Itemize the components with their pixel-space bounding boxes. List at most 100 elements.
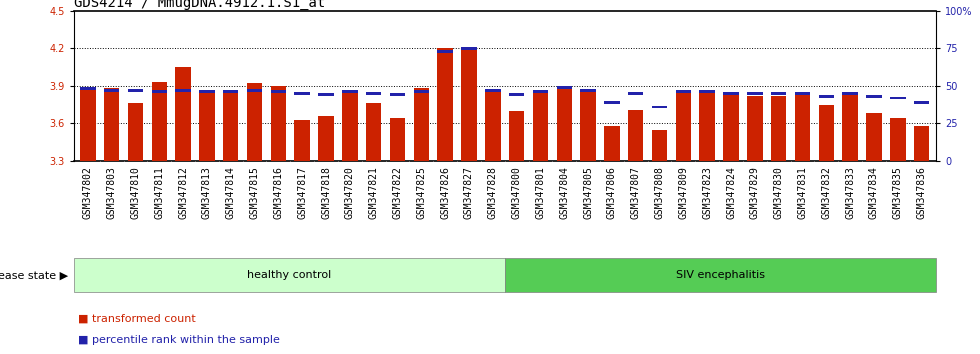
Bar [294, 120, 310, 161]
Text: GSM347824: GSM347824 [726, 166, 736, 219]
Bar [270, 86, 286, 161]
Bar [628, 110, 644, 161]
Bar [723, 92, 739, 95]
Text: GSM347804: GSM347804 [560, 166, 569, 219]
Bar [652, 130, 667, 161]
Bar [557, 86, 572, 89]
Bar [294, 92, 310, 95]
Bar [462, 47, 476, 50]
Bar [342, 92, 358, 161]
Bar [914, 126, 929, 161]
Bar [414, 88, 429, 161]
Bar [199, 91, 215, 93]
Text: GSM347831: GSM347831 [798, 166, 808, 219]
Bar [580, 90, 596, 161]
Bar [890, 97, 906, 99]
Text: GSM347826: GSM347826 [440, 166, 450, 219]
Text: SIV encephalitis: SIV encephalitis [676, 270, 764, 280]
Text: ■ transformed count: ■ transformed count [78, 314, 196, 324]
Text: GSM347803: GSM347803 [107, 166, 117, 219]
Text: GSM347808: GSM347808 [655, 166, 664, 219]
Text: GSM347818: GSM347818 [321, 166, 331, 219]
Bar [866, 113, 882, 161]
Bar [652, 105, 667, 108]
Bar [628, 92, 644, 95]
Bar [890, 119, 906, 161]
Bar [795, 95, 810, 161]
Bar [604, 101, 619, 104]
Bar [152, 91, 167, 93]
Text: GSM347802: GSM347802 [82, 166, 93, 219]
Bar [843, 92, 858, 95]
Bar [390, 93, 406, 96]
Text: GSM347814: GSM347814 [225, 166, 236, 219]
Bar [175, 67, 191, 161]
Bar [223, 91, 238, 93]
Text: GSM347821: GSM347821 [368, 166, 378, 219]
Bar [247, 83, 263, 161]
Bar [795, 92, 810, 95]
Bar [747, 96, 762, 161]
Text: GSM347809: GSM347809 [678, 166, 688, 219]
Text: GSM347827: GSM347827 [464, 166, 474, 219]
Text: GSM347806: GSM347806 [607, 166, 616, 219]
Bar [509, 111, 524, 161]
Bar [485, 92, 501, 161]
Text: GSM347812: GSM347812 [178, 166, 188, 219]
Text: GSM347823: GSM347823 [703, 166, 712, 219]
Bar [818, 105, 834, 161]
Bar [318, 116, 334, 161]
Bar [723, 95, 739, 161]
Bar [557, 86, 572, 161]
Text: GSM347817: GSM347817 [297, 166, 307, 219]
Bar [342, 91, 358, 93]
Text: healthy control: healthy control [247, 270, 331, 280]
Text: GSM347834: GSM347834 [869, 166, 879, 219]
Bar [747, 92, 762, 95]
Bar [771, 96, 786, 161]
Text: GSM347833: GSM347833 [845, 166, 856, 219]
Bar [866, 95, 882, 98]
Bar [505, 258, 936, 292]
Bar [366, 92, 381, 95]
Bar [604, 126, 619, 161]
Text: GSM347805: GSM347805 [583, 166, 593, 219]
Text: GSM347829: GSM347829 [750, 166, 760, 219]
Text: GSM347830: GSM347830 [773, 166, 784, 219]
Bar [104, 89, 120, 92]
Bar [580, 89, 596, 92]
Text: GSM347835: GSM347835 [893, 166, 903, 219]
Bar [104, 88, 120, 161]
Bar [485, 89, 501, 92]
Bar [818, 95, 834, 98]
Bar [771, 92, 786, 95]
Bar [74, 258, 505, 292]
Text: GSM347828: GSM347828 [488, 166, 498, 219]
Bar [175, 89, 191, 92]
Bar [270, 91, 286, 93]
Bar [843, 95, 858, 161]
Bar [223, 90, 238, 161]
Bar [247, 89, 263, 92]
Text: GSM347822: GSM347822 [393, 166, 403, 219]
Bar [914, 101, 929, 104]
Bar [437, 50, 453, 53]
Text: GSM347836: GSM347836 [916, 166, 927, 219]
Bar [127, 89, 143, 92]
Bar [80, 87, 95, 90]
Text: GSM347820: GSM347820 [345, 166, 355, 219]
Bar [152, 82, 167, 161]
Text: GSM347832: GSM347832 [821, 166, 831, 219]
Bar [700, 91, 715, 93]
Text: GSM347801: GSM347801 [535, 166, 546, 219]
Text: disease state ▶: disease state ▶ [0, 270, 69, 280]
Bar [80, 88, 95, 161]
Bar [390, 119, 406, 161]
Text: GSM347813: GSM347813 [202, 166, 212, 219]
Text: GSM347811: GSM347811 [154, 166, 165, 219]
Text: ■ percentile rank within the sample: ■ percentile rank within the sample [78, 335, 280, 345]
Text: GSM347816: GSM347816 [273, 166, 283, 219]
Text: GSM347825: GSM347825 [416, 166, 426, 219]
Text: GDS4214 / MmugDNA.4912.1.S1_at: GDS4214 / MmugDNA.4912.1.S1_at [74, 0, 324, 10]
Bar [318, 93, 334, 96]
